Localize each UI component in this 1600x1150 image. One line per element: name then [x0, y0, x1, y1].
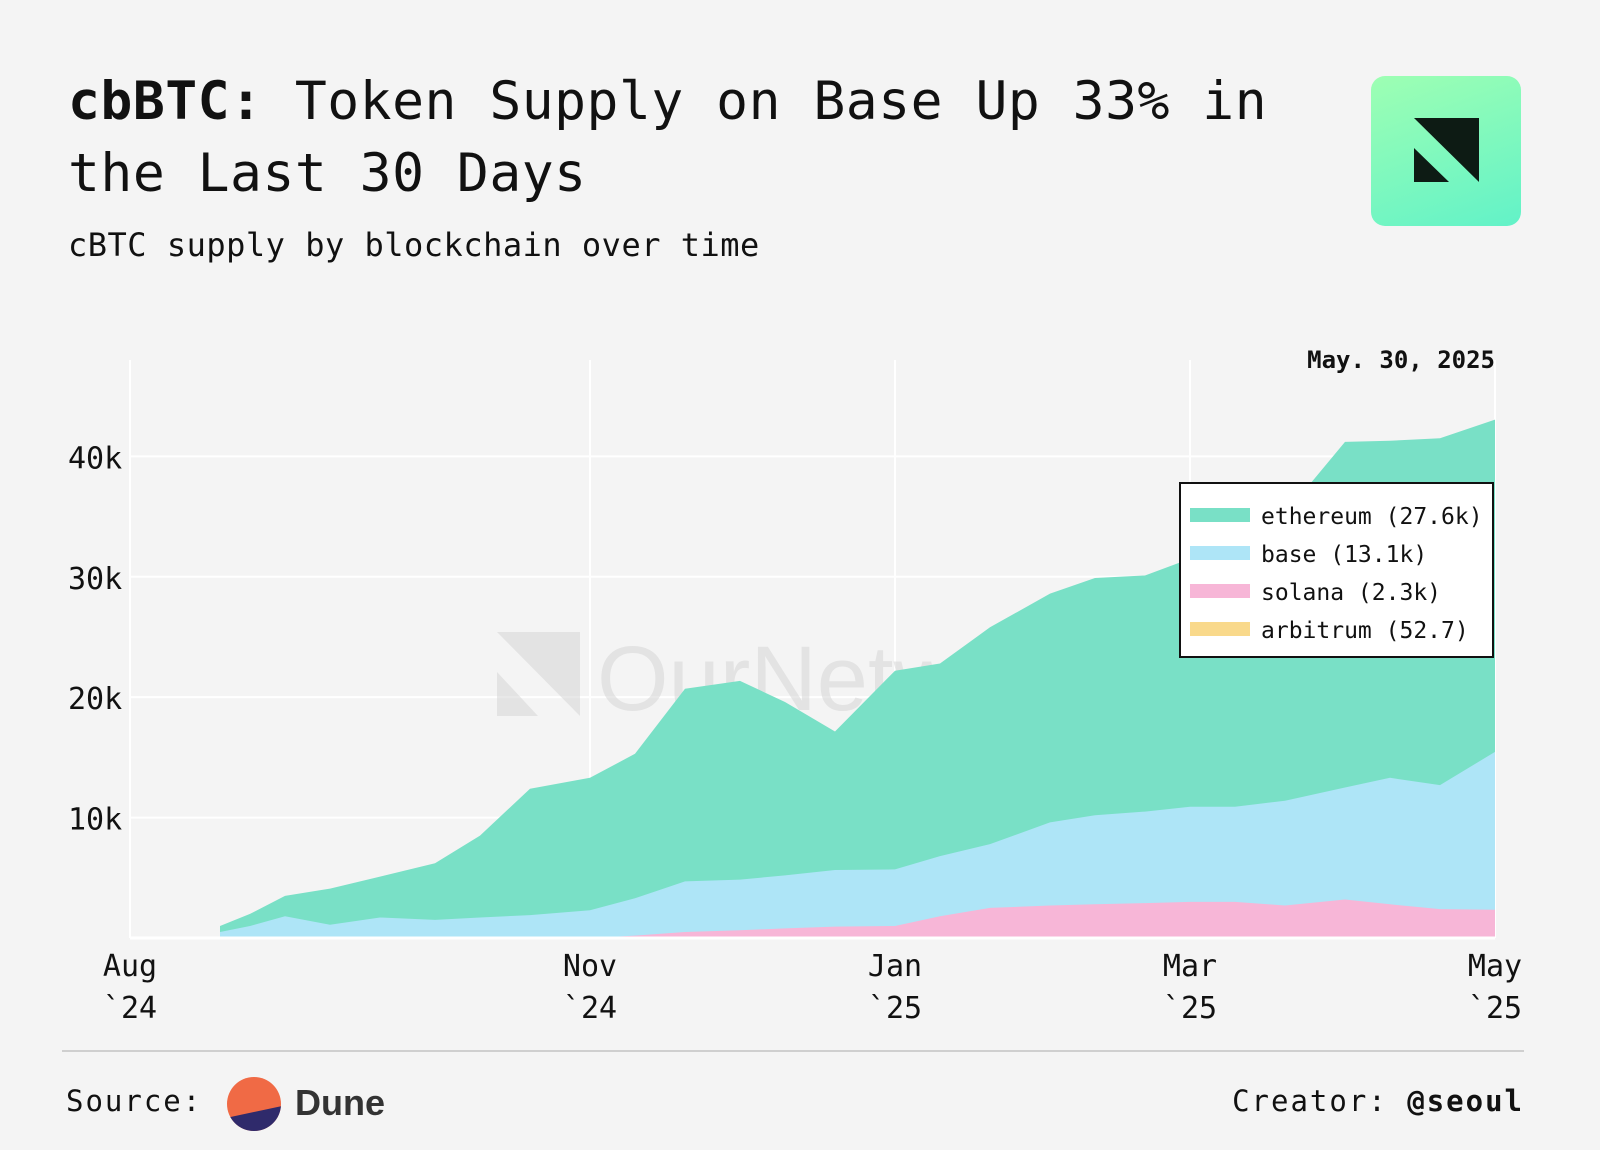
x-tick-label: `25	[868, 991, 922, 1026]
legend-swatch	[1190, 622, 1250, 636]
x-tick-label: Mar	[1163, 949, 1217, 984]
creator-label: Creator:	[1232, 1084, 1388, 1118]
creator-credit: Creator: @seoul	[1232, 1084, 1524, 1118]
page-title: cbBTC: Token Supply on Base Up 33% in th…	[68, 66, 1298, 210]
x-tick-label: `24	[103, 991, 157, 1026]
legend-label: arbitrum (52.7)	[1261, 618, 1469, 644]
source-label: Source:	[66, 1084, 203, 1118]
footer-divider	[62, 1050, 1524, 1052]
y-tick-label: 10k	[68, 803, 122, 838]
x-tick-label: Aug	[103, 949, 157, 984]
y-tick-label: 20k	[68, 682, 122, 717]
creator-handle: @seoul	[1407, 1084, 1524, 1118]
area-base	[220, 751, 1495, 938]
legend-swatch	[1190, 508, 1250, 522]
x-tick-label: `24	[563, 991, 617, 1026]
legend-swatch	[1190, 584, 1250, 598]
x-tick-label: `25	[1163, 991, 1217, 1026]
ournetwork-logo-icon	[1371, 76, 1521, 226]
title-prefix: cbBTC:	[68, 71, 263, 132]
stacked-area-chart: OurNetwork 10k20k30k40kAug`24Nov`24Jan`2…	[68, 346, 1522, 1026]
x-tick-label: Nov	[563, 949, 617, 984]
page-subtitle: cBTC supply by blockchain over time	[68, 226, 760, 264]
title-text: Token Supply on Base Up 33% in the Last …	[68, 71, 1268, 204]
dune-logo-icon	[227, 1077, 281, 1131]
x-tick-label: `25	[1468, 991, 1522, 1026]
chart-legend: ethereum (27.6k) base (13.1k) solana (2.3k…	[1179, 482, 1494, 658]
x-tick-label: May	[1468, 949, 1522, 984]
source-name: Dune	[295, 1082, 385, 1123]
area-solana	[220, 899, 1495, 938]
legend-swatch	[1190, 546, 1250, 560]
legend-label: base (13.1k)	[1261, 542, 1427, 568]
legend-label: ethereum (27.6k)	[1261, 504, 1483, 530]
y-tick-label: 40k	[68, 441, 122, 476]
x-tick-label: Jan	[868, 949, 922, 984]
legend-label: solana (2.3k)	[1261, 580, 1441, 606]
y-tick-label: 30k	[68, 562, 122, 597]
date-annotation: May. 30, 2025	[1307, 346, 1495, 374]
